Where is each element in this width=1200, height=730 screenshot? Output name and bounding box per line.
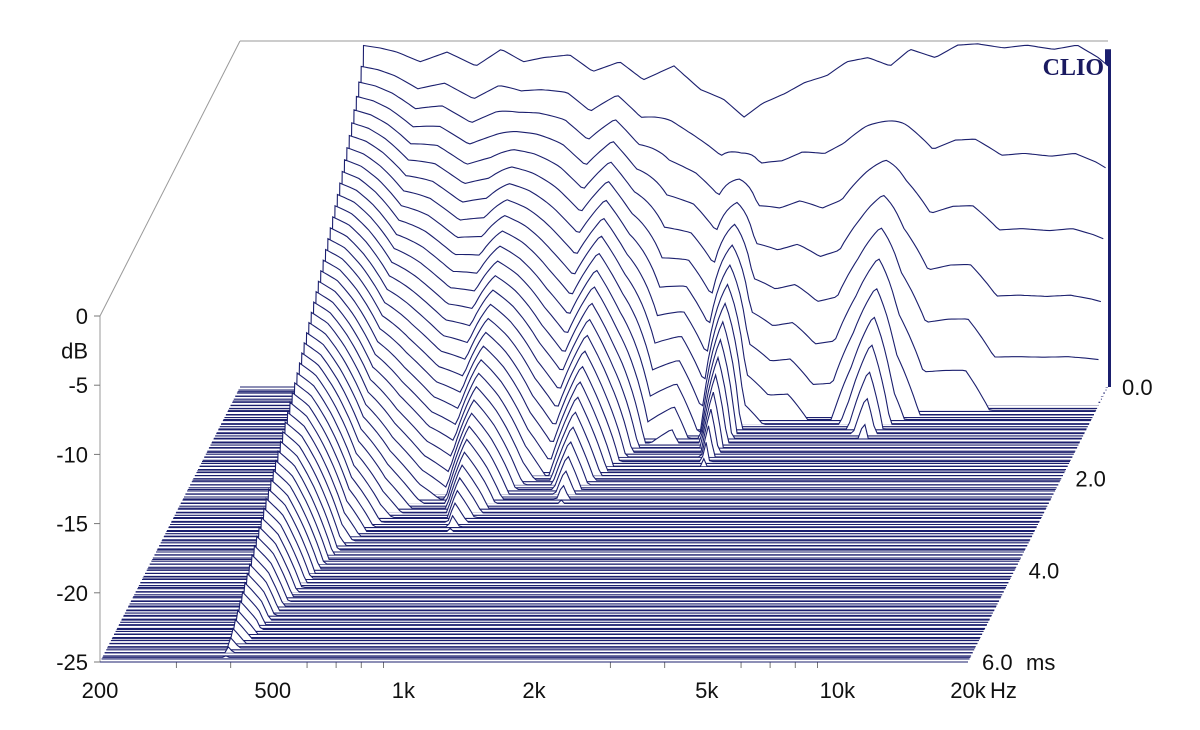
decay-slice <box>228 122 1097 411</box>
x-tick-label: 20k <box>950 678 986 703</box>
slice-fill <box>178 353 1047 509</box>
decay-slice <box>154 449 1023 556</box>
z-tick-label: -5 <box>68 373 88 398</box>
decay-slice <box>235 81 1104 397</box>
z-axis-label: dB <box>61 339 88 364</box>
decay-slice <box>161 420 1030 542</box>
x-tick-label: 200 <box>82 678 119 703</box>
decay-slice <box>145 488 1014 574</box>
decay-slice <box>209 216 1078 449</box>
decay-slices <box>100 43 1109 663</box>
decay-slice <box>135 525 1004 593</box>
x-tick-label: 10k <box>820 678 856 703</box>
decay-slice <box>119 590 987 626</box>
decay-slice <box>180 341 1049 505</box>
decay-slice <box>204 237 1073 458</box>
decay-slice <box>187 311 1056 491</box>
decay-slice <box>142 497 1011 579</box>
decay-slice <box>138 516 1006 588</box>
box-edge-1 <box>99 40 241 317</box>
decay-slice <box>178 351 1047 509</box>
decay-slice <box>123 572 992 616</box>
decay-slice <box>216 182 1085 435</box>
decay-slice <box>175 361 1044 514</box>
decay-slice <box>218 170 1087 430</box>
decay-slice <box>164 411 1033 537</box>
decay-slice <box>128 553 997 607</box>
decay-slice <box>147 478 1016 570</box>
decay-slice <box>168 391 1037 528</box>
decay-slice <box>116 599 985 630</box>
decay-slice <box>102 655 971 658</box>
decay-slice <box>126 563 995 612</box>
z-tick-label: 0 <box>76 304 88 329</box>
decay-slice <box>221 159 1089 425</box>
x-tick-label: 5k <box>695 678 719 703</box>
decay-slice <box>173 371 1042 519</box>
slice-fill <box>180 342 1049 504</box>
clio-logo-text: CLIO <box>1043 55 1104 81</box>
decay-slice <box>156 440 1025 551</box>
x-tick-label: 1k <box>392 678 416 703</box>
decay-slice <box>211 204 1080 444</box>
decay-slice <box>213 193 1082 439</box>
t-tick-label: 2.0 <box>1075 467 1106 492</box>
t-tick-label: 6.0 <box>982 650 1013 675</box>
x-tick-label: 2k <box>522 678 546 703</box>
decay-slice <box>223 147 1092 421</box>
slice-fill <box>183 332 1052 499</box>
decay-slice <box>199 259 1068 467</box>
decay-slice <box>107 636 976 649</box>
decay-slice <box>171 381 1040 523</box>
decay-slice <box>149 468 1018 565</box>
decay-slice <box>159 430 1028 547</box>
z-tick-label: -20 <box>56 581 88 606</box>
z-tick-label: -25 <box>56 650 88 675</box>
decay-slice <box>166 401 1035 533</box>
decay-slice <box>140 506 1009 584</box>
decay-slice <box>192 290 1061 481</box>
decay-slice <box>225 134 1094 416</box>
decay-slice <box>230 109 1099 407</box>
decay-slice <box>185 321 1054 495</box>
decay-slice <box>104 645 973 654</box>
decay-slice <box>232 95 1102 402</box>
decay-slice <box>121 581 990 621</box>
decay-slice <box>237 65 1106 393</box>
x-axis-unit: Hz <box>990 678 1017 703</box>
decay-slice <box>202 248 1070 463</box>
slice-fill <box>185 322 1054 495</box>
decay-slice <box>152 459 1021 561</box>
z-tick-label: -10 <box>56 442 88 467</box>
decay-slice <box>111 618 980 640</box>
decay-slice <box>197 269 1066 472</box>
decay-slice <box>183 331 1052 500</box>
decay-slice <box>133 535 1002 598</box>
decay-slice <box>194 280 1063 477</box>
decay-slice <box>130 544 999 602</box>
t-tick-label: 0.0 <box>1122 375 1153 400</box>
decay-slice <box>109 627 978 644</box>
decay-slice <box>190 301 1059 486</box>
z-tick-label: -15 <box>56 512 88 537</box>
x-tick-label: 500 <box>254 678 291 703</box>
axis-labels: dB Hz ms CLIO 0 -5 -10 -15 -20 -25 200 500 1k 2k 5… <box>56 55 1152 703</box>
decay-slice <box>240 43 1109 388</box>
t-axis-unit: ms <box>1026 650 1055 675</box>
decay-slice <box>114 609 983 635</box>
decay-slice <box>206 227 1075 453</box>
slice-fill <box>187 312 1056 490</box>
t-tick-label: 4.0 <box>1029 558 1060 583</box>
